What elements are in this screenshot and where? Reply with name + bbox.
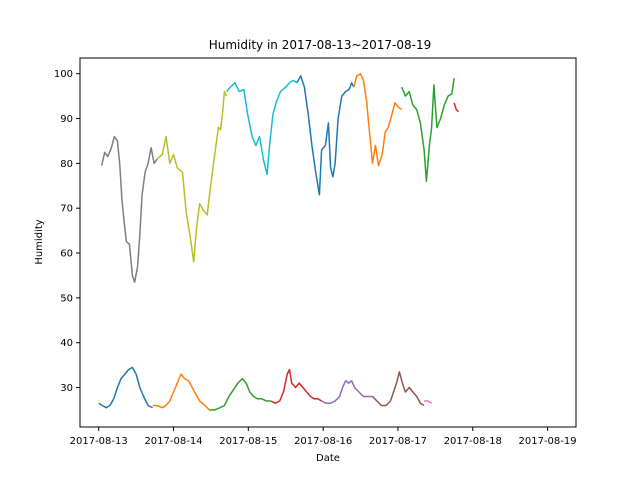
series-line-13	[371, 371, 425, 407]
series-line-7	[453, 102, 460, 113]
plot-series	[98, 72, 460, 411]
series-line-12	[321, 380, 373, 404]
x-tick-label: 2017-08-18	[444, 436, 502, 447]
x-tick-label: 2017-08-14	[144, 436, 202, 447]
x-tick-label: 2017-08-15	[219, 436, 277, 447]
series-line-1	[100, 135, 158, 283]
series-line-6	[401, 78, 455, 183]
series-line-3	[226, 79, 298, 176]
y-tick-label: 50	[60, 293, 73, 304]
y-tick-label: 40	[60, 338, 73, 349]
y-tick-label: 80	[60, 159, 73, 170]
y-tick-label: 90	[60, 114, 73, 125]
series-line-8	[98, 366, 153, 409]
x-ticks: 2017-08-13 2017-08-14 2017-08-15 2017-08-16…	[70, 427, 577, 447]
y-tick-label: 100	[54, 69, 73, 80]
series-line-11	[270, 368, 322, 404]
y-tick-label: 30	[60, 383, 73, 394]
x-tick-label: 2017-08-16	[294, 436, 352, 447]
series-line-10	[209, 377, 271, 411]
plot-frame	[79, 57, 577, 428]
x-axis-label: Date	[316, 453, 340, 464]
x-tick-label: 2017-08-19	[519, 436, 577, 447]
y-axis-label: Humidity	[34, 219, 45, 264]
y-ticks: 30 40 50 60 70 80 90 100	[54, 69, 80, 394]
series-line-5	[353, 72, 403, 167]
series-line-4	[296, 75, 355, 196]
x-tick-label: 2017-08-13	[70, 436, 128, 447]
chart-title: Humidity in 2017-08-13~2017-08-19	[209, 38, 432, 52]
y-tick-label: 60	[60, 249, 73, 260]
series-line-2	[156, 90, 228, 263]
x-tick-label: 2017-08-17	[369, 436, 427, 447]
series-line-14	[424, 400, 432, 404]
series-line-9	[152, 373, 210, 411]
y-tick-label: 70	[60, 204, 73, 215]
